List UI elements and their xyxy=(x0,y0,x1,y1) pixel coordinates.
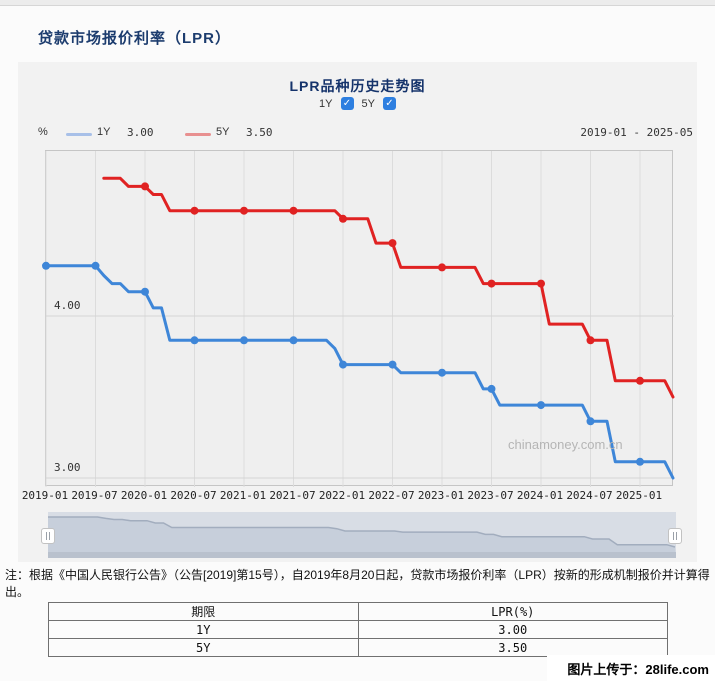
chart-title: LPR品种历史走势图 xyxy=(289,78,426,94)
date-range-label: 2019-01 - 2025-05 xyxy=(580,126,693,139)
y-axis-label-3: 3.00 xyxy=(54,461,81,474)
y-unit-label: % xyxy=(38,126,48,138)
table-header-lpr: LPR(%) xyxy=(357,602,668,621)
legend-line-5y xyxy=(185,133,211,136)
page-title: 贷款市场报价利率（LPR） xyxy=(38,30,232,47)
toggle-label-1y: 1Y xyxy=(319,97,333,110)
table-cell-term-5y: 5Y xyxy=(48,638,359,657)
x-axis-label: 2020-07 xyxy=(170,489,217,502)
top-divider xyxy=(0,0,715,6)
5y-checkbox[interactable]: ✓ xyxy=(382,97,396,110)
legend-label-1y: 1Y xyxy=(97,126,111,138)
x-axis-label: 2022-07 xyxy=(368,489,415,502)
navigator-right-handle[interactable] xyxy=(668,528,682,544)
legend-value-5y: 3.50 xyxy=(246,126,273,139)
line-chart-plot-area: 4.00 3.00 chinamoney.com.cn xyxy=(42,150,675,487)
x-axis-label: 2019-07 xyxy=(71,489,118,502)
table-cell-rate-5y: 3.50 xyxy=(357,638,668,657)
series-toggle-row: 1Y ✓ 5Y ✓ xyxy=(0,97,715,110)
x-axis-label: 2021-01 xyxy=(219,489,267,502)
legend-row: % 1Y 3.00 5Y 3.50 2019-01 - 2025-05 xyxy=(0,126,715,142)
table-cell-term-1y: 1Y xyxy=(48,620,359,639)
range-navigator[interactable] xyxy=(48,512,676,558)
lpr-trend-chart xyxy=(42,151,675,487)
table-row: 5Y 3.50 xyxy=(48,638,668,657)
x-axis-label: 2024-01 xyxy=(516,489,564,502)
x-axis-label: 2024-07 xyxy=(566,489,613,502)
table-header-row: 期限 LPR(%) xyxy=(48,602,668,621)
x-axis-label: 2019-01 xyxy=(21,489,69,502)
table-cell-rate-1y: 3.00 xyxy=(357,620,668,639)
lpr-summary-table: 期限 LPR(%) 1Y 3.00 5Y 3.50 xyxy=(48,602,668,657)
x-axis-label: 2023-07 xyxy=(467,489,514,502)
navigator-mini-chart xyxy=(48,512,676,558)
x-axis-label: 2022-01 xyxy=(318,489,366,502)
x-axis-label: 2020-01 xyxy=(120,489,168,502)
navigator-left-handle[interactable] xyxy=(41,528,55,544)
table-header-term: 期限 xyxy=(48,602,359,621)
x-axis: 2019-01 2019-07 2020-01 2020-07 2021-01 2021-… xyxy=(0,489,715,503)
x-axis-label: 2023-01 xyxy=(417,489,465,502)
footnote: 注：根据《中国人民银行公告》（公告[2019]第15号），自2019年8月20日… xyxy=(5,568,710,599)
toggle-label-5y: 5Y xyxy=(361,97,375,110)
x-axis-label: 2021-07 xyxy=(269,489,316,502)
x-axis-label: 2025-01 xyxy=(615,489,663,502)
legend-value-1y: 3.00 xyxy=(127,126,154,139)
1y-checkbox[interactable]: ✓ xyxy=(340,97,354,110)
legend-line-1y xyxy=(66,133,92,136)
table-row: 1Y 3.00 xyxy=(48,620,668,639)
watermark: chinamoney.com.cn xyxy=(508,437,623,452)
image-upload-credit: 图片上传于：28life.com xyxy=(547,655,715,681)
legend-label-5y: 5Y xyxy=(216,126,230,138)
y-axis-label-4: 4.00 xyxy=(54,299,81,312)
